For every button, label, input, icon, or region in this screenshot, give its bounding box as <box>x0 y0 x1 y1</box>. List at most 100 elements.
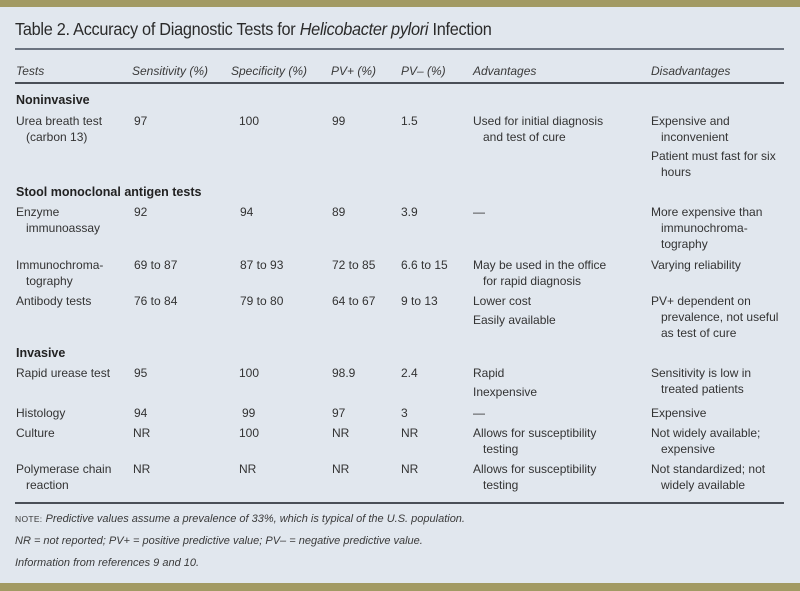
disadvantage-text-cont: expensive <box>661 442 716 456</box>
disadvantage-text-cont: inconvenient <box>661 130 729 144</box>
pv-negative-cell: 9 to 13 <box>401 294 438 308</box>
pv-negative-cell: NR <box>401 426 419 440</box>
sensitivity-cell: 95 <box>134 366 148 380</box>
header-pv-negative: PV– (%) <box>401 64 446 78</box>
disadvantage-text-cont: treated patients <box>661 382 744 396</box>
test-name: Enzyme <box>16 205 60 219</box>
sensitivity-cell: 92 <box>134 205 148 219</box>
title-italic-text: Helicobacter pylori <box>299 19 429 39</box>
sensitivity-cell: 97 <box>134 114 148 128</box>
test-name-cell: Polymerase chain reaction <box>16 461 111 493</box>
test-name: Immunochroma- <box>16 258 104 272</box>
specificity-cell: 100 <box>239 366 260 380</box>
pv-positive-cell: 64 to 67 <box>332 294 376 308</box>
disadvantage-text: Expensive and <box>651 114 730 128</box>
disadvantage-text: Not widely available; <box>651 426 761 440</box>
title-divider <box>15 48 784 50</box>
disadvantage-text: Not standardized; not <box>651 462 766 476</box>
specificity-cell: 99 <box>242 406 256 420</box>
table-note: NOTE: Predictive values assume a prevale… <box>15 513 465 525</box>
advantage-text-cont: testing <box>483 478 519 492</box>
disadvantages-cell: Not standardized; not widely available <box>651 461 765 493</box>
pv-positive-cell: 72 to 85 <box>332 258 376 272</box>
advantage-text: Lower cost <box>473 294 532 308</box>
advantages-cell: Lower cost Easily available <box>473 293 556 328</box>
disadvantages-cell: Not widely available; expensive <box>651 425 760 457</box>
pv-positive-cell: 89 <box>332 205 346 219</box>
header-tests: Tests <box>16 64 45 78</box>
header-pv-positive: PV+ (%) <box>331 64 377 78</box>
specificity-cell: 94 <box>240 205 254 219</box>
header-specificity: Specificity (%) <box>231 64 308 78</box>
note-label: NOTE: <box>15 514 43 524</box>
pv-negative-cell: 3 <box>401 406 408 420</box>
specificity-cell: 79 to 80 <box>240 294 284 308</box>
advantages-cell: — <box>473 205 485 219</box>
header-advantages: Advantages <box>473 64 537 78</box>
sensitivity-cell: 69 to 87 <box>134 258 178 272</box>
specificity-cell: 100 <box>239 114 260 128</box>
test-name-cell: Immunochroma- tography <box>16 257 103 289</box>
disadvantage-text: PV+ dependent on <box>651 294 751 308</box>
sensitivity-cell: NR <box>133 462 151 476</box>
test-name-cell: Urea breath test (carbon 13) <box>16 113 102 145</box>
test-name-cont: tography <box>26 274 73 288</box>
disadvantages-cell: Expensive and inconvenient Patient must … <box>651 113 776 180</box>
test-name-cell: Culture <box>16 426 55 440</box>
advantages-cell: Allows for susceptibility testing <box>473 461 596 493</box>
test-name-cell: Histology <box>16 406 66 420</box>
disadvantage-text-cont: widely available <box>661 478 746 492</box>
advantage-text: Inexpensive <box>473 385 538 399</box>
pv-negative-cell: NR <box>401 462 419 476</box>
top-accent-bar <box>0 0 800 7</box>
test-name-cell: Antibody tests <box>16 294 92 308</box>
specificity-cell: 100 <box>239 426 260 440</box>
advantage-text: Easily available <box>473 313 556 327</box>
disadvantages-cell: Expensive <box>651 406 707 420</box>
disadvantage-text: More expensive than <box>651 205 763 219</box>
sensitivity-cell: 94 <box>134 406 148 420</box>
specificity-cell: NR <box>239 462 257 476</box>
sensitivity-cell: NR <box>133 426 151 440</box>
disadvantage-text: Sensitivity is low in <box>651 366 752 380</box>
advantage-text-cont: testing <box>483 442 519 456</box>
pv-negative-cell: 1.5 <box>401 114 418 128</box>
table-title: Table 2. Accuracy of Diagnostic Tests fo… <box>15 19 492 40</box>
section-noninvasive: Noninvasive <box>16 93 90 107</box>
pv-positive-cell: 98.9 <box>332 366 356 380</box>
header-divider <box>15 82 784 84</box>
disadvantage-text-cont: immunochroma- <box>661 221 748 235</box>
abbreviations-note: NR = not reported; PV+ = positive predic… <box>15 535 423 547</box>
advantage-text: Allows for susceptibility <box>473 426 597 440</box>
note-text: Predictive values assume a prevalence of… <box>42 513 465 525</box>
disadvantage-text-cont: prevalence, not useful <box>661 310 779 324</box>
disadvantage-text: Patient must fast for six <box>651 149 776 163</box>
pv-negative-cell: 6.6 to 15 <box>401 258 448 272</box>
header-sensitivity: Sensitivity (%) <box>132 64 209 78</box>
title-text: Table 2. Accuracy of Diagnostic Tests fo… <box>15 19 300 39</box>
advantages-cell: Allows for susceptibility testing <box>473 425 596 457</box>
test-name-cont: reaction <box>26 478 69 492</box>
disadvantages-cell: Sensitivity is low in treated patients <box>651 365 751 397</box>
advantage-text: May be used in the office <box>473 258 607 272</box>
source-note: Information from references 9 and 10. <box>15 557 200 569</box>
header-disadvantages: Disadvantages <box>651 64 731 78</box>
pv-positive-cell: NR <box>332 426 350 440</box>
specificity-cell: 87 to 93 <box>240 258 284 272</box>
advantages-cell: Used for initial diagnosis and test of c… <box>473 113 603 145</box>
pv-positive-cell: 97 <box>332 406 346 420</box>
section-invasive: Invasive <box>16 346 66 360</box>
pv-positive-cell: 99 <box>332 114 346 128</box>
test-name-cont: immunoassay <box>26 221 101 235</box>
advantage-text: Rapid <box>473 366 505 380</box>
advantages-cell: — <box>473 406 485 420</box>
test-name-cell: Enzyme immunoassay <box>16 204 100 236</box>
title-suffix-text: Infection <box>428 19 492 39</box>
test-name: Polymerase chain <box>16 462 112 476</box>
section-stool-antigen: Stool monoclonal antigen tests <box>16 185 202 199</box>
disadvantages-cell: Varying reliability <box>651 258 741 272</box>
pv-positive-cell: NR <box>332 462 350 476</box>
disadvantages-cell: PV+ dependent on prevalence, not useful … <box>651 293 778 341</box>
test-name-cont: (carbon 13) <box>26 130 88 144</box>
advantages-cell: Rapid Inexpensive <box>473 365 537 400</box>
